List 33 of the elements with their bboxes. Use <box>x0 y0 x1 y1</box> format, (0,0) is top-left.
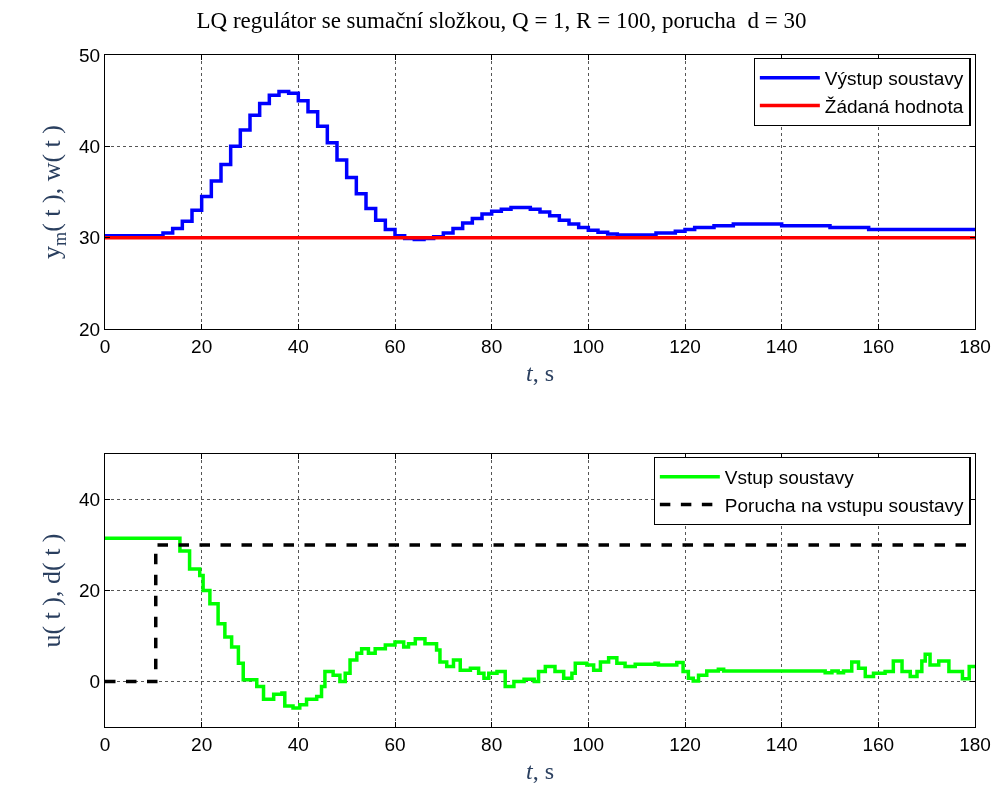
y-tick-label: 30 <box>78 227 101 249</box>
x-tick-label: 120 <box>669 335 701 357</box>
y-tick-label: 0 <box>89 671 101 693</box>
legend-label: Porucha na vstupu soustavy <box>724 494 965 516</box>
x-tick-label: 120 <box>669 733 701 755</box>
y-tick-label: 20 <box>78 580 101 602</box>
legend-label: Žádaná hodnota <box>824 95 964 117</box>
x-tick-label: 160 <box>862 335 895 357</box>
y-axis-title: u( t ), d( t ) <box>37 533 67 648</box>
x-tick-label: 100 <box>572 733 605 755</box>
x-tick-label: 60 <box>384 733 406 755</box>
x-tick-label: 20 <box>191 733 213 755</box>
x-axis-title: t, s <box>525 758 555 785</box>
x-tick-label: 140 <box>765 335 798 357</box>
x-tick-label: 80 <box>481 733 503 755</box>
x-tick-label: 80 <box>481 335 503 357</box>
chart-title: LQ regulátor se sumační složkou, Q = 1, R = 100, porucha d = 30 <box>196 8 807 34</box>
legend-label: Vstup soustavy <box>724 467 855 489</box>
legend-label: Výstup soustavy <box>824 68 964 90</box>
x-tick-label: 40 <box>287 733 309 755</box>
y-tick-label: 40 <box>78 489 101 511</box>
x-tick-label: 60 <box>384 335 406 357</box>
y-tick-label: 40 <box>78 135 101 157</box>
x-tick-label: 20 <box>191 335 213 357</box>
x-tick-label: 180 <box>959 335 991 357</box>
y-tick-label: 50 <box>78 44 101 66</box>
x-tick-label: 160 <box>862 733 895 755</box>
x-tick-label: 100 <box>572 335 605 357</box>
x-tick-label: 180 <box>959 733 991 755</box>
x-tick-label: 40 <box>287 335 309 357</box>
x-axis-title: t, s <box>525 360 555 387</box>
x-tick-label: 140 <box>765 733 798 755</box>
y-tick-label: 20 <box>78 318 101 340</box>
